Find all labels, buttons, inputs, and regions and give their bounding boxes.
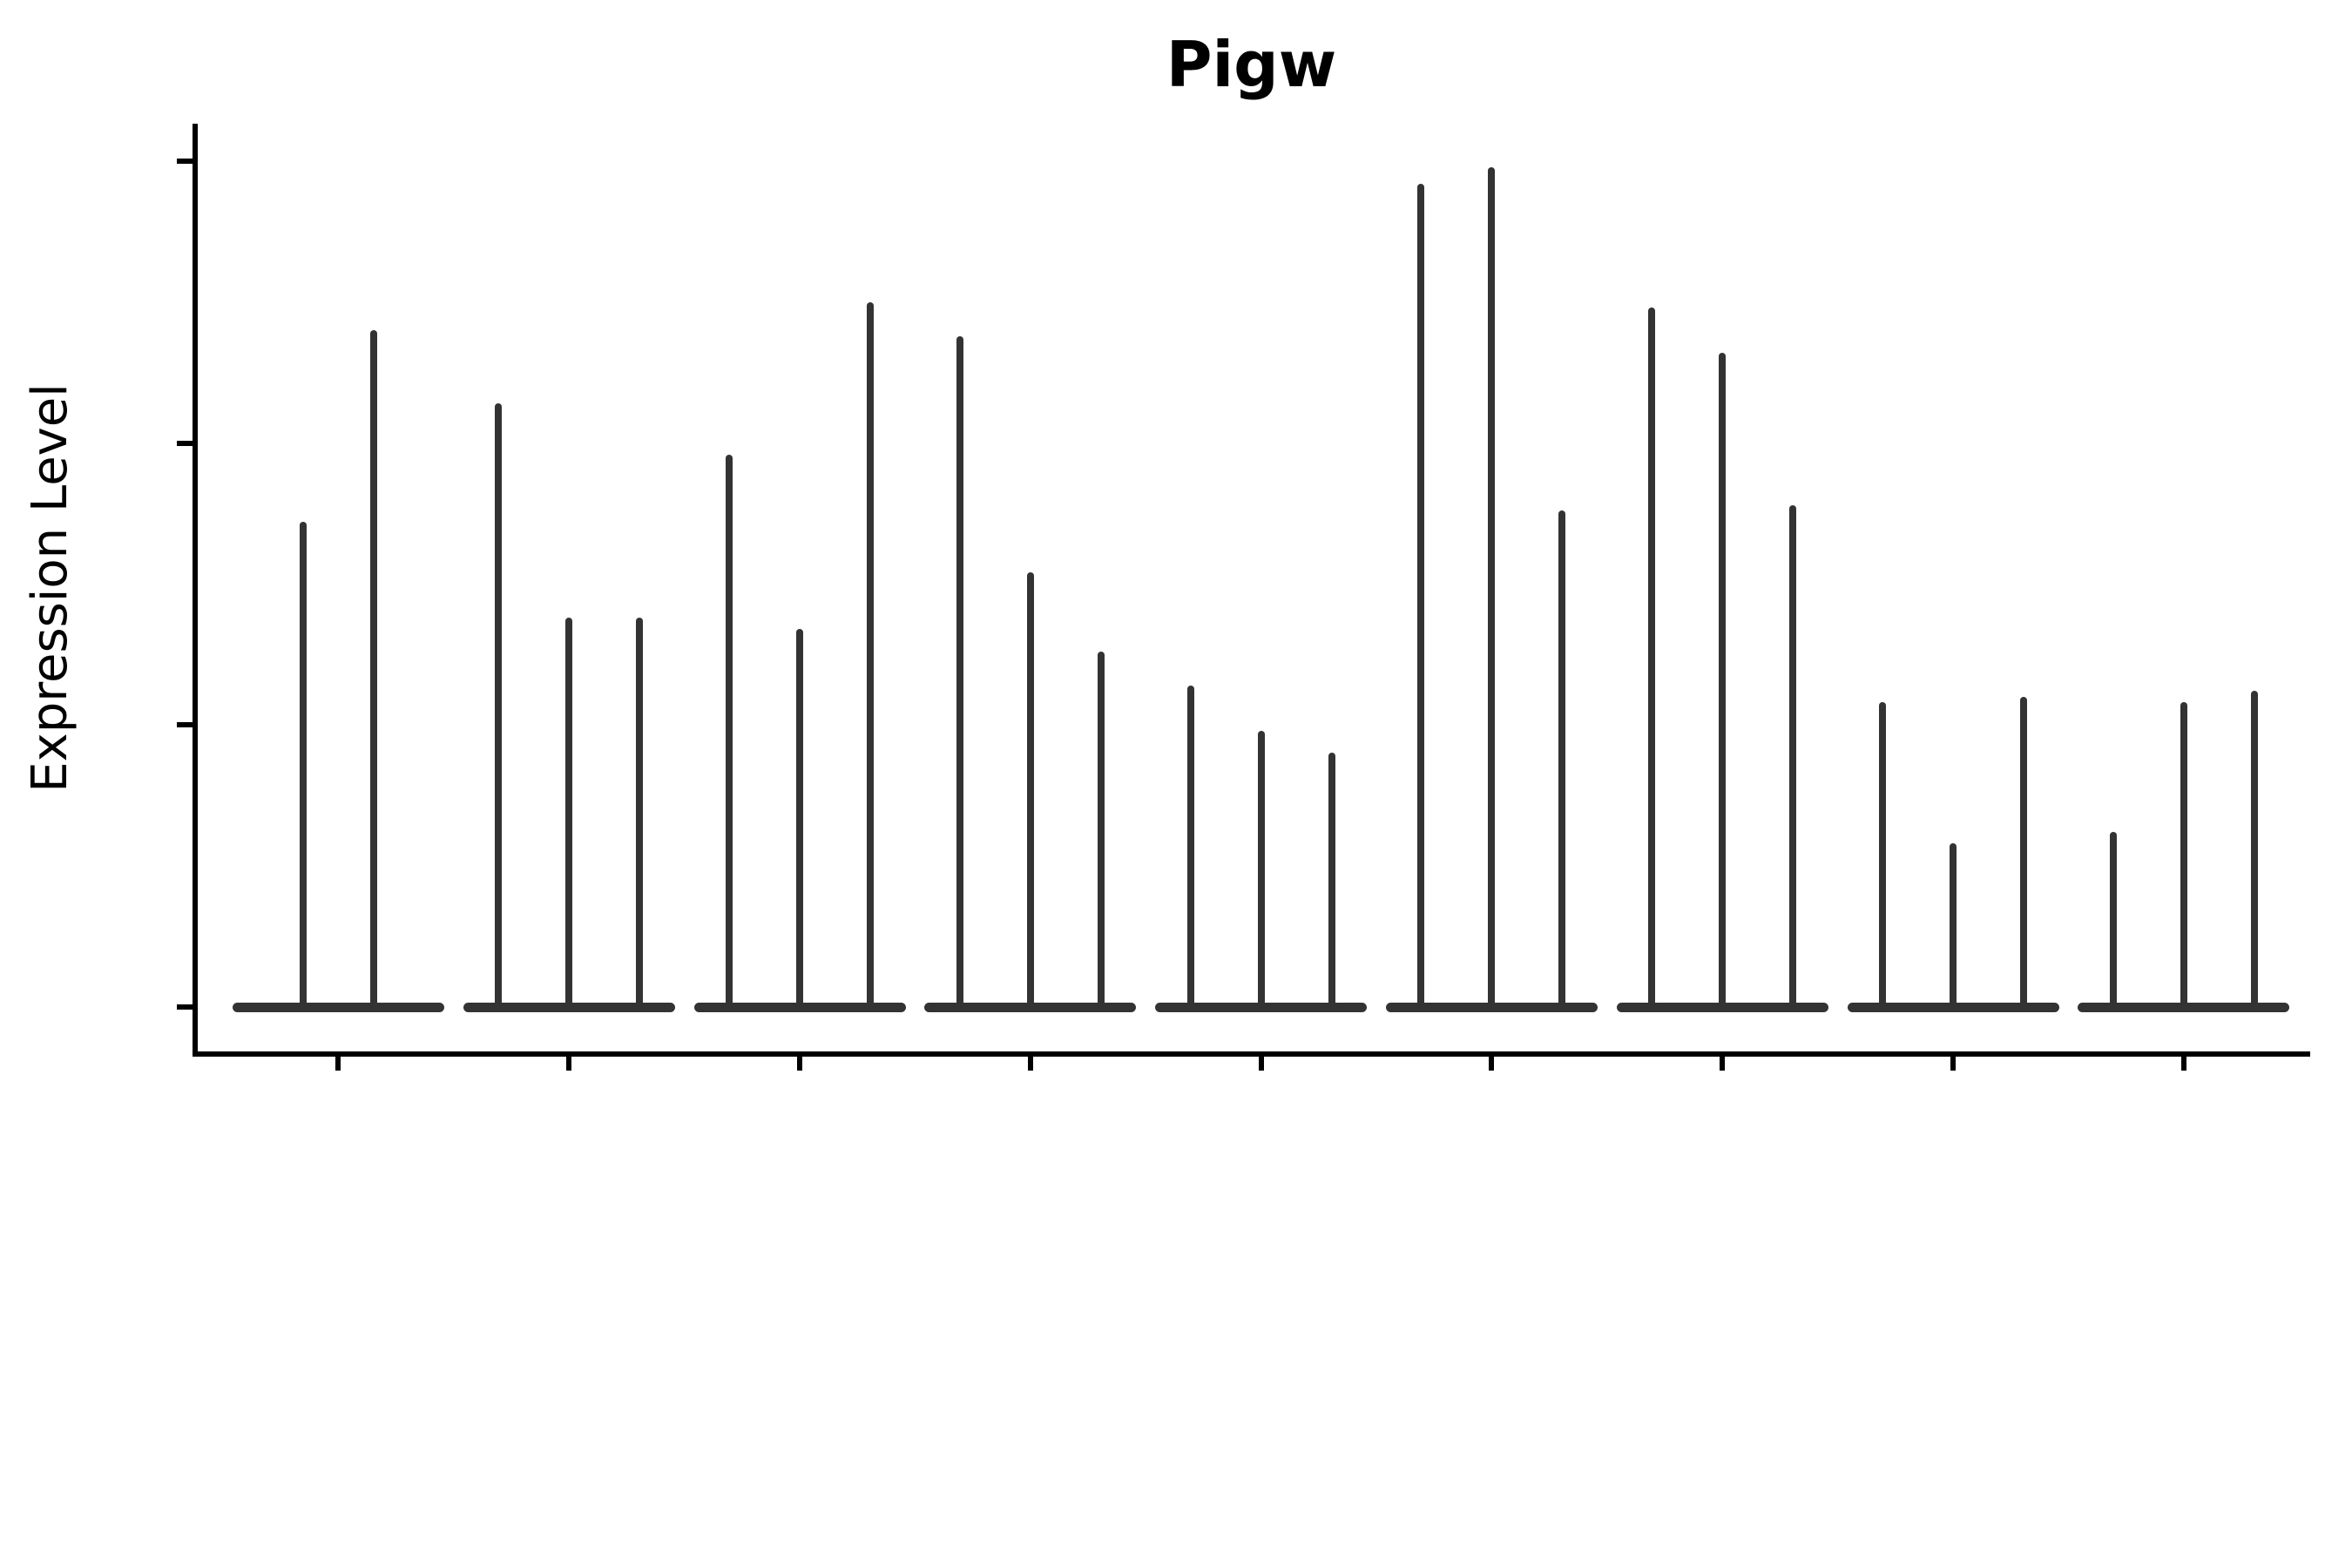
- x-tick-mark: [1489, 1057, 1495, 1071]
- x-axis-spine: [193, 1051, 2310, 1057]
- y-tick-mark: [177, 1004, 193, 1010]
- violin-spike: [1026, 572, 1034, 1010]
- violin-spike: [1950, 842, 1957, 1010]
- violin-spike: [1488, 166, 1496, 1010]
- x-tick-mark: [1950, 1057, 1956, 1071]
- plot-title: Pigw: [1166, 28, 1337, 101]
- violin-spike: [1719, 353, 1727, 1010]
- violin-spike: [495, 403, 503, 1010]
- x-tick-mark: [1720, 1057, 1726, 1071]
- violin-spike: [1789, 504, 1797, 1010]
- violin-spike: [2020, 696, 2027, 1010]
- violin-spike: [565, 618, 573, 1010]
- violin-spike: [1257, 730, 1265, 1010]
- violin-spike: [1186, 685, 1194, 1010]
- violin-spike: [726, 454, 733, 1010]
- violin-spike: [1648, 308, 1656, 1010]
- violin-spike: [1328, 753, 1335, 1010]
- violin-spike: [1558, 510, 1566, 1010]
- violin-spike: [299, 522, 307, 1010]
- violin-spike: [636, 618, 644, 1010]
- x-tick-mark: [797, 1057, 802, 1071]
- violin-spike: [369, 330, 377, 1010]
- violin-base: [232, 1003, 444, 1012]
- violin-spike: [1879, 702, 1886, 1010]
- x-tick-mark: [335, 1057, 341, 1071]
- x-tick-mark: [1027, 1057, 1033, 1071]
- violin-spike: [956, 335, 963, 1010]
- x-tick-mark: [2180, 1057, 2186, 1071]
- violin-spike: [1097, 652, 1105, 1010]
- y-tick-mark: [177, 159, 193, 165]
- violin-spike: [867, 302, 874, 1010]
- violin-spike: [1417, 184, 1425, 1010]
- y-tick-mark: [177, 722, 193, 728]
- violin-spike: [2109, 831, 2117, 1010]
- y-tick-mark: [177, 440, 193, 446]
- violin-spike: [796, 629, 803, 1010]
- violin-spike: [2250, 691, 2258, 1010]
- violin-spike: [2180, 702, 2187, 1010]
- y-axis-label: Expression Level: [22, 382, 78, 793]
- x-tick-mark: [566, 1057, 572, 1071]
- x-tick-mark: [1258, 1057, 1264, 1071]
- y-axis-spine: [193, 124, 198, 1057]
